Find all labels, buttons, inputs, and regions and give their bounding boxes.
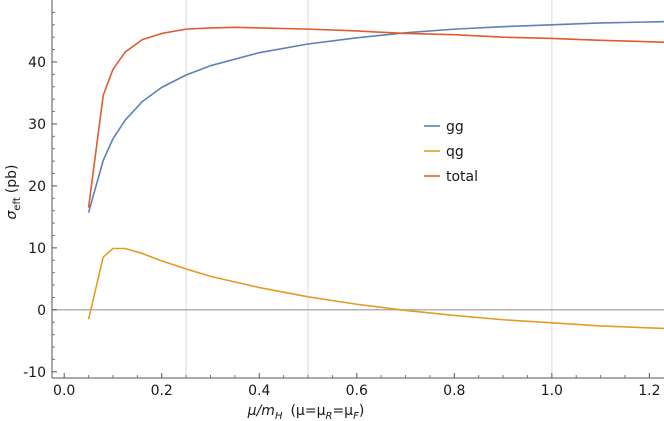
y-tick-label: -10 <box>23 365 46 381</box>
x-tick-label: 0.0 <box>53 383 75 399</box>
series-lines <box>87 20 664 330</box>
y-tick-label: 20 <box>28 179 46 195</box>
x-tick-label: 0.6 <box>346 383 368 399</box>
legend-label-total: total <box>446 169 478 185</box>
legend-label-gg: gg <box>446 119 464 135</box>
x-tick-label: 1.0 <box>541 383 563 399</box>
y-tick-label: 0 <box>37 303 46 319</box>
y-axis-label: σeft(pb) <box>4 165 23 220</box>
grid-lines <box>185 0 553 378</box>
x-tick-label: 0.4 <box>248 383 270 399</box>
y-tick-label: 10 <box>28 241 46 257</box>
series-line-gg <box>87 20 664 213</box>
axis-ticks: 0.0 0.2 0.4 0.6 0.8 1.0 1.2 -10 0 10 20 30 40 <box>23 11 661 399</box>
legend: gg qg total <box>424 119 478 185</box>
x-axis-label: μ/mH (μ=μR=μF) <box>247 403 365 421</box>
series-line-total <box>87 26 664 208</box>
x-tick-label: 0.2 <box>151 383 173 399</box>
x-tick-label: 1.2 <box>638 383 660 399</box>
y-tick-label: 40 <box>28 55 46 71</box>
plot-frame <box>51 0 664 379</box>
legend-label-qg: qg <box>446 144 464 160</box>
series-line-qg <box>87 247 664 330</box>
x-tick-label: 0.8 <box>443 383 465 399</box>
y-tick-label: 30 <box>28 117 46 133</box>
